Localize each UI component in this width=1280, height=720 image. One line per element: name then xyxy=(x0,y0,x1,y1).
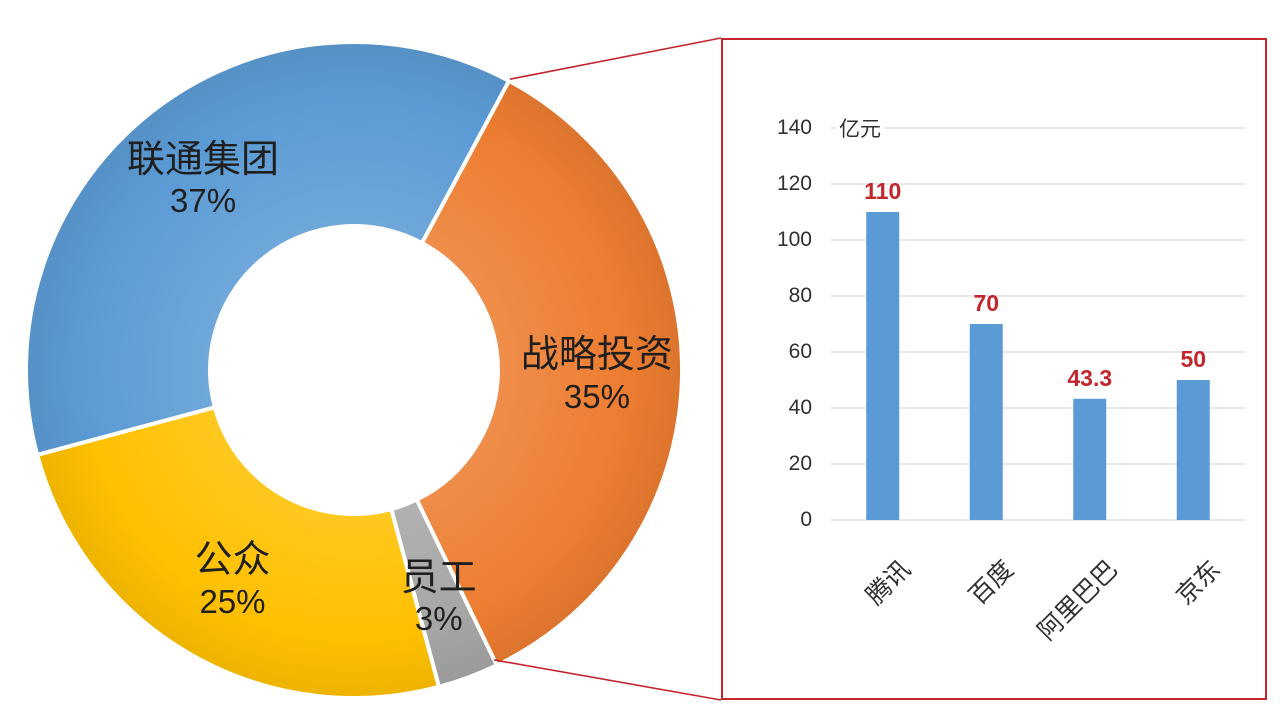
y-tick-label-60: 60 xyxy=(788,340,812,363)
y-axis-unit-label: 亿元 xyxy=(836,113,884,143)
callout-line-top xyxy=(509,37,722,80)
bar-value-label-0: 110 xyxy=(864,178,902,204)
pie-slice-3 xyxy=(35,405,441,700)
callout-line-bottom xyxy=(494,659,722,701)
bar-2 xyxy=(1073,398,1107,520)
bar-value-label-2: 43.3 xyxy=(1067,364,1113,391)
y-tick-label-140: 140 xyxy=(776,116,812,139)
y-tick-label-20: 20 xyxy=(788,452,812,475)
y-tick-label-80: 80 xyxy=(788,284,812,307)
y-tick-label-0: 0 xyxy=(800,508,812,531)
bar-0 xyxy=(866,212,900,520)
pie-slice-1 xyxy=(414,78,684,668)
y-tick-label-120: 120 xyxy=(776,172,812,195)
callout-box xyxy=(721,38,1267,700)
bar-3 xyxy=(1176,380,1210,520)
bar-1 xyxy=(969,324,1003,520)
pie-slice-0 xyxy=(24,39,511,457)
bar-value-label-3: 50 xyxy=(1180,346,1207,372)
bar-value-label-1: 70 xyxy=(973,290,1000,316)
y-tick-label-40: 40 xyxy=(788,396,812,419)
y-tick-label-100: 100 xyxy=(776,228,812,251)
